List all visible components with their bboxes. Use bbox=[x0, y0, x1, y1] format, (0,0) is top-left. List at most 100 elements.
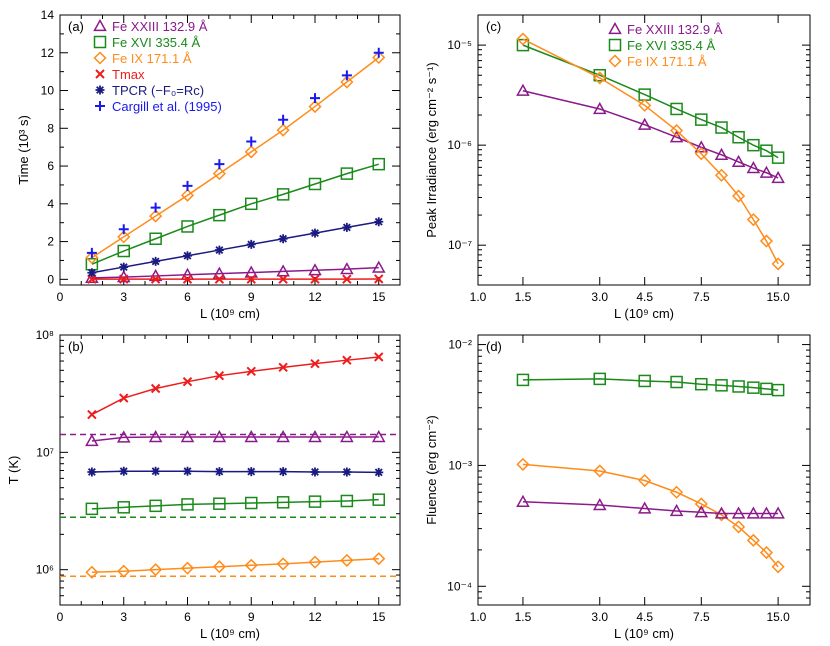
data-point bbox=[87, 268, 97, 278]
panel-label: (d) bbox=[486, 339, 502, 354]
x-tick-label: 3 bbox=[120, 610, 127, 624]
data-point bbox=[117, 564, 131, 578]
legend-marker bbox=[95, 85, 105, 95]
data-point bbox=[760, 144, 773, 157]
panel-c: (c) 1.0 1.5 3.0 4.5 7.5 15.0 10⁻⁷ 10⁻⁶ 10⁻⁵ L (10⁹… bbox=[424, 14, 811, 321]
data-point bbox=[746, 506, 761, 519]
legend-entry: Fe XXIII 132.9 Å bbox=[627, 22, 723, 37]
data-point bbox=[276, 496, 290, 509]
data-point bbox=[278, 467, 288, 477]
data-point bbox=[374, 217, 384, 227]
legend-marker bbox=[93, 35, 107, 49]
data-point bbox=[340, 430, 354, 443]
data-point bbox=[373, 47, 384, 58]
legend-entry: Fe XXIII 132.9 Å bbox=[112, 19, 208, 34]
data-point bbox=[714, 168, 729, 182]
series-tpcr-2 bbox=[87, 466, 384, 477]
panel-label: (c) bbox=[486, 19, 501, 34]
data-point bbox=[340, 262, 354, 275]
data-point bbox=[516, 373, 530, 387]
data-point bbox=[771, 170, 785, 184]
data-point bbox=[342, 222, 352, 232]
legend-entry: Fe IX 171.1 Å bbox=[627, 54, 707, 69]
data-point bbox=[694, 505, 709, 518]
data-point bbox=[732, 130, 745, 144]
data-point bbox=[670, 375, 683, 389]
series-line bbox=[91, 470, 379, 474]
series-tpcr-4 bbox=[87, 217, 384, 278]
data-point bbox=[180, 430, 195, 443]
data-point bbox=[669, 130, 684, 143]
series-fe-4 bbox=[85, 552, 386, 579]
data-point bbox=[731, 154, 746, 168]
data-point bbox=[183, 466, 192, 476]
data-point bbox=[213, 497, 226, 510]
x-tick-label: 9 bbox=[248, 610, 255, 624]
data-point bbox=[246, 136, 257, 147]
data-point bbox=[149, 209, 163, 223]
data-point bbox=[771, 560, 785, 574]
y-tick-label: 10⁷ bbox=[36, 445, 54, 459]
series-fe-1 bbox=[516, 457, 785, 574]
data-point bbox=[670, 102, 683, 116]
data-point bbox=[308, 430, 322, 443]
data-point bbox=[214, 159, 225, 170]
data-point bbox=[637, 501, 652, 514]
series-fe-0 bbox=[516, 372, 785, 397]
x-tick-label: 12 bbox=[308, 610, 322, 624]
data-point bbox=[180, 561, 195, 575]
data-point bbox=[695, 113, 708, 126]
data-point bbox=[246, 274, 256, 284]
data-point bbox=[310, 93, 320, 104]
data-point bbox=[715, 379, 728, 392]
series-fe-0 bbox=[516, 83, 785, 184]
data-point bbox=[119, 466, 129, 476]
y-axis-label: Peak Irradiance (erg cm⁻² s⁻¹) bbox=[424, 62, 439, 238]
x-tick-label: 15.0 bbox=[766, 290, 790, 304]
data-point bbox=[244, 145, 258, 159]
data-point bbox=[731, 506, 746, 519]
data-point bbox=[771, 257, 785, 271]
series-line bbox=[91, 436, 379, 442]
data-point bbox=[182, 376, 193, 387]
data-point bbox=[214, 370, 225, 381]
data-point bbox=[593, 464, 607, 478]
data-point bbox=[87, 409, 97, 420]
data-point bbox=[516, 494, 530, 507]
x-tick-label: 0 bbox=[57, 290, 64, 304]
data-point bbox=[246, 239, 256, 249]
x-tick-label: 6 bbox=[184, 290, 191, 304]
series-cargill-5 bbox=[86, 47, 384, 258]
data-point bbox=[638, 374, 651, 388]
data-point bbox=[278, 362, 288, 373]
data-point bbox=[151, 466, 161, 476]
data-point bbox=[182, 274, 193, 284]
data-point bbox=[747, 138, 760, 152]
y-tick-label: 14 bbox=[41, 8, 55, 22]
data-point bbox=[694, 497, 708, 511]
data-point bbox=[342, 355, 352, 365]
data-point bbox=[116, 430, 131, 443]
panel-label: (b) bbox=[68, 339, 84, 354]
series-line bbox=[91, 557, 379, 574]
data-point bbox=[310, 358, 320, 369]
data-point bbox=[746, 213, 760, 227]
data-point bbox=[276, 188, 290, 201]
series-fe-3 bbox=[85, 493, 385, 516]
legend-marker bbox=[93, 51, 107, 65]
data-point bbox=[732, 520, 746, 534]
data-point bbox=[246, 467, 256, 477]
data-point bbox=[310, 467, 320, 477]
series-line bbox=[91, 56, 380, 259]
data-point bbox=[151, 256, 161, 266]
data-point bbox=[714, 506, 729, 519]
data-point bbox=[212, 560, 226, 574]
data-point bbox=[182, 180, 193, 191]
data-point bbox=[181, 220, 194, 233]
series-line bbox=[91, 221, 379, 274]
y-tick-label: 10⁻⁶ bbox=[447, 138, 472, 152]
series-fe-1 bbox=[85, 430, 386, 447]
data-point bbox=[149, 563, 163, 577]
y-tick-label: 10⁶ bbox=[36, 563, 54, 577]
legend-marker bbox=[95, 69, 105, 79]
